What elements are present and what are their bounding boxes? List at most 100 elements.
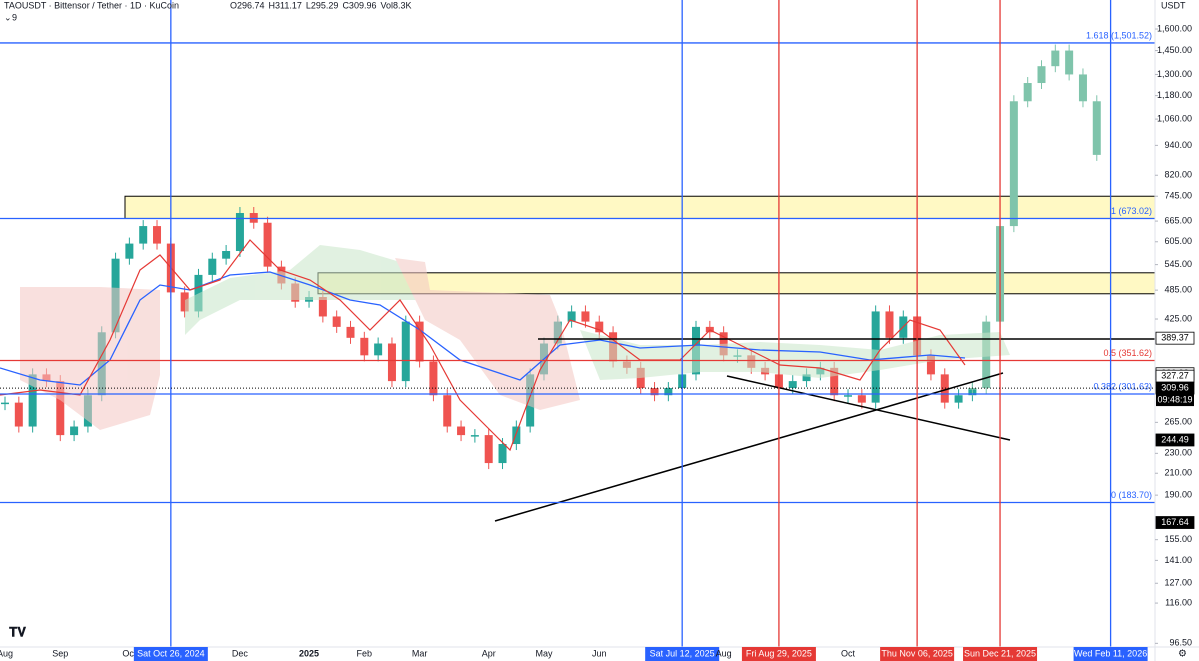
candle	[153, 226, 162, 244]
candle	[581, 311, 590, 322]
candle	[484, 435, 493, 464]
overlay: 1.618 (1,501.52) 1 (673.02) 0.5 (351.62) 0.…	[0, 0, 1155, 647]
settings-icon[interactable]: ⚙	[1178, 649, 1187, 660]
candle	[498, 444, 507, 464]
candle	[968, 388, 977, 390]
y-tick-label: 425.00	[1164, 313, 1192, 323]
candle	[470, 435, 479, 437]
date-tag	[880, 647, 955, 661]
candle	[802, 374, 811, 382]
price-tag	[1155, 433, 1195, 447]
y-tick-label: 605.00	[1164, 236, 1192, 246]
x-tick-label: Sat Jul 12, 2025	[650, 648, 715, 658]
x-tick-label: Sun Dec 21, 2025	[964, 648, 1036, 658]
y-tick-label: 155.00	[1164, 534, 1192, 544]
y-tick-label: 745.00	[1164, 191, 1192, 201]
y-tick-label: 665.00	[1164, 215, 1192, 225]
candle	[567, 311, 576, 322]
tv-logo: 𝐓𝐕	[9, 624, 26, 639]
x-tick-label: Wed Feb 11, 2026	[1074, 648, 1147, 658]
y-tick-label: 820.00	[1164, 170, 1192, 180]
fib-label: 0.382 (301.63)	[1093, 381, 1152, 391]
y-tick-label: 1,600.00	[1157, 23, 1192, 33]
y-tick-label: 190.00	[1164, 490, 1192, 500]
candle	[56, 381, 65, 436]
candle	[636, 367, 645, 389]
y-tick-label: 127.00	[1164, 578, 1192, 588]
candle	[1, 402, 9, 405]
candle	[332, 316, 341, 327]
x-tick-label: Thu Nov 06, 2025	[881, 648, 953, 658]
fib-label: 1.618 (1,501.52)	[1086, 30, 1152, 40]
ohlc-value: L295.29	[306, 0, 339, 10]
ohlc-value: O296.74	[230, 0, 265, 10]
fib-label: 0 (183.70)	[1111, 490, 1152, 500]
candle	[346, 326, 355, 338]
price-tag-label: 389.37	[1161, 333, 1189, 343]
countdown-tag	[1156, 394, 1194, 407]
candle	[1092, 101, 1101, 155]
cloud-green	[185, 245, 420, 335]
candle	[512, 426, 521, 445]
ohlc-value: Vol8.3K	[380, 0, 411, 10]
y-tick-label: 1,180.00	[1157, 90, 1192, 100]
candle	[857, 395, 866, 403]
indicator-count[interactable]: 9	[12, 12, 17, 22]
price-tag	[1155, 331, 1195, 345]
y-tick-label: 940.00	[1164, 140, 1192, 150]
x-tick-label: May	[535, 648, 553, 658]
candle	[70, 426, 79, 436]
x-tick-label: Fri Aug 29, 2025	[746, 648, 812, 658]
moving-average-fast	[0, 239, 966, 452]
candle	[885, 311, 894, 338]
countdown: 09:48:19	[1157, 394, 1192, 404]
price-tag-label: 244.49	[1161, 434, 1189, 444]
x-tick-label: Aug	[0, 648, 13, 658]
candle	[208, 258, 217, 275]
candle	[194, 274, 203, 312]
axes: 1,600.00 1,450.00 1,300.00 1,180.00 1,060.00…	[0, 23, 1195, 661]
price-tag-label: 167.64	[1161, 517, 1189, 527]
candle	[940, 374, 949, 403]
y-tick-label: 1,300.00	[1157, 69, 1192, 79]
x-tick-label: Feb	[357, 648, 373, 658]
y-tick-label: 1,060.00	[1157, 113, 1192, 123]
y-tick-label: 210.00	[1164, 468, 1192, 478]
date-tag	[741, 647, 816, 661]
x-tick-label: Oct	[841, 648, 856, 658]
candle	[180, 292, 189, 312]
trend-line	[726, 375, 1011, 441]
ohlc-value: C309.96	[342, 0, 376, 10]
candle	[387, 343, 396, 382]
y-tick-label: 96.50	[1169, 638, 1192, 648]
trend-line	[494, 372, 1004, 522]
candle	[415, 321, 424, 362]
candle	[374, 343, 383, 356]
ohlc: O296.74 H311.17 L295.29 C309.96 Vol8.3K	[230, 0, 412, 10]
candle	[139, 226, 148, 244]
candle	[1051, 50, 1060, 67]
x-tick-label: Oct	[122, 648, 137, 658]
x-tick-label: Sat Oct 26, 2024	[137, 648, 205, 658]
y-tick-label: 141.00	[1164, 555, 1192, 565]
y-tick-label: 545.00	[1164, 259, 1192, 269]
date-tag	[133, 647, 208, 661]
y-tick-label: 265.00	[1164, 417, 1192, 427]
collapse-icon[interactable]: ⌄	[4, 12, 12, 22]
candle	[650, 388, 659, 396]
candle	[664, 388, 673, 396]
date-tag	[1073, 647, 1148, 661]
x-tick-label: Apr	[482, 648, 496, 658]
price-tag-label: 309.96	[1161, 382, 1189, 392]
x-tick-label: Sep	[52, 648, 68, 658]
candle	[954, 395, 963, 403]
candle	[401, 321, 410, 382]
candle	[595, 321, 604, 333]
candle	[235, 213, 244, 252]
ohlc-value: H311.17	[269, 0, 302, 10]
candle	[1065, 50, 1074, 75]
candle	[1009, 101, 1018, 227]
price-tag-label: 327.27	[1161, 371, 1189, 381]
